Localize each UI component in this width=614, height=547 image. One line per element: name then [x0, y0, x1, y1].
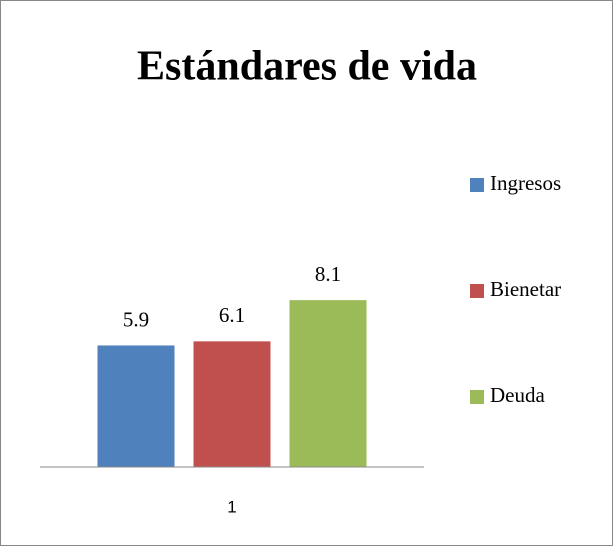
data-label: 8.1	[315, 262, 341, 286]
legend-label: Deuda	[490, 383, 545, 407]
bar	[289, 300, 367, 467]
data-label: 5.9	[123, 307, 149, 331]
legend-label: Bienetar	[490, 277, 561, 301]
bar	[97, 345, 175, 467]
chart-title: Estándares de vida	[137, 44, 477, 90]
legend-swatch	[470, 390, 484, 404]
legend-swatch	[470, 178, 484, 192]
legend-swatch	[470, 284, 484, 298]
data-label: 6.1	[219, 303, 245, 327]
x-tick-label: 1	[227, 497, 236, 516]
bar	[193, 341, 271, 467]
legend-label: Ingresos	[490, 171, 561, 195]
